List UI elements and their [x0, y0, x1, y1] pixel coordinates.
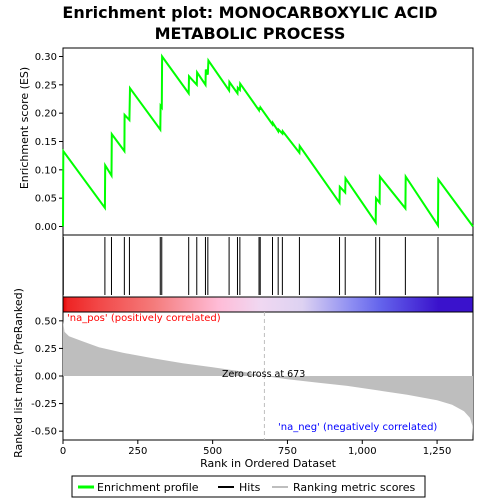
legend-label-hits: Hits: [239, 481, 261, 494]
es-y-axis-label: Enrichment score (ES): [18, 67, 31, 189]
es-y-tick-label: 0.30: [35, 52, 57, 63]
es-y-axis: 0.00 0.05 0.10 0.15 0.20 0.25 0.30: [35, 52, 63, 233]
x-tick-label: 0: [60, 446, 66, 457]
metric-y-tick-label: 0.25: [35, 344, 57, 355]
es-y-tick-label: 0.25: [35, 80, 57, 91]
ranking-heatmap-bar: [62, 296, 474, 313]
negative-correlation-label: 'na_neg' (negatively correlated): [278, 422, 437, 433]
es-y-tick-label: 0.05: [35, 194, 57, 205]
metric-y-axis-label: Ranked list metric (PreRanked): [12, 288, 25, 458]
es-y-tick-label: 0.20: [35, 109, 57, 120]
metric-y-tick-label: 0.50: [35, 316, 57, 327]
ranking-metric-area: [63, 320, 473, 437]
chart-title: Enrichment plot: MONOCARBOXYLIC ACID META…: [62, 3, 437, 43]
metric-y-tick-label: -0.25: [31, 399, 57, 410]
hits-panel: [62, 234, 474, 298]
x-axis-label: Rank in Ordered Dataset: [200, 457, 337, 470]
metric-y-tick-label: 0.00: [35, 372, 57, 383]
x-tick-label: 1,250: [423, 446, 452, 457]
legend-label-enrichment-profile: Enrichment profile: [97, 481, 199, 494]
enrichment-profile-line: [62, 53, 474, 229]
chart-title-line: Enrichment plot: MONOCARBOXYLIC ACID: [62, 3, 437, 22]
x-tick-label: 500: [203, 446, 222, 457]
metric-y-axis: -0.50 -0.25 0.00 0.25 0.50: [31, 316, 63, 438]
zero-cross-label: Zero cross at 673: [222, 369, 305, 380]
x-tick-label: 1,000: [348, 446, 377, 457]
es-y-tick-label: 0.10: [35, 165, 57, 176]
hit-markers: [62, 237, 439, 295]
x-tick-label: 250: [128, 446, 147, 457]
chart-title-line: METABOLIC PROCESS: [155, 24, 346, 43]
legend-label-ranking-metric: Ranking metric scores: [293, 481, 415, 494]
positive-correlation-label: 'na_pos' (positively correlated): [67, 313, 221, 324]
legend-box: [71, 475, 426, 498]
x-axis: 0 250 500 750 1,000 1,250: [60, 440, 452, 457]
x-tick-label: 750: [278, 446, 297, 457]
es-y-tick-label: 0.15: [35, 137, 57, 148]
es-y-tick-label: 0.00: [35, 222, 57, 233]
metric-y-tick-label: -0.50: [31, 427, 57, 438]
